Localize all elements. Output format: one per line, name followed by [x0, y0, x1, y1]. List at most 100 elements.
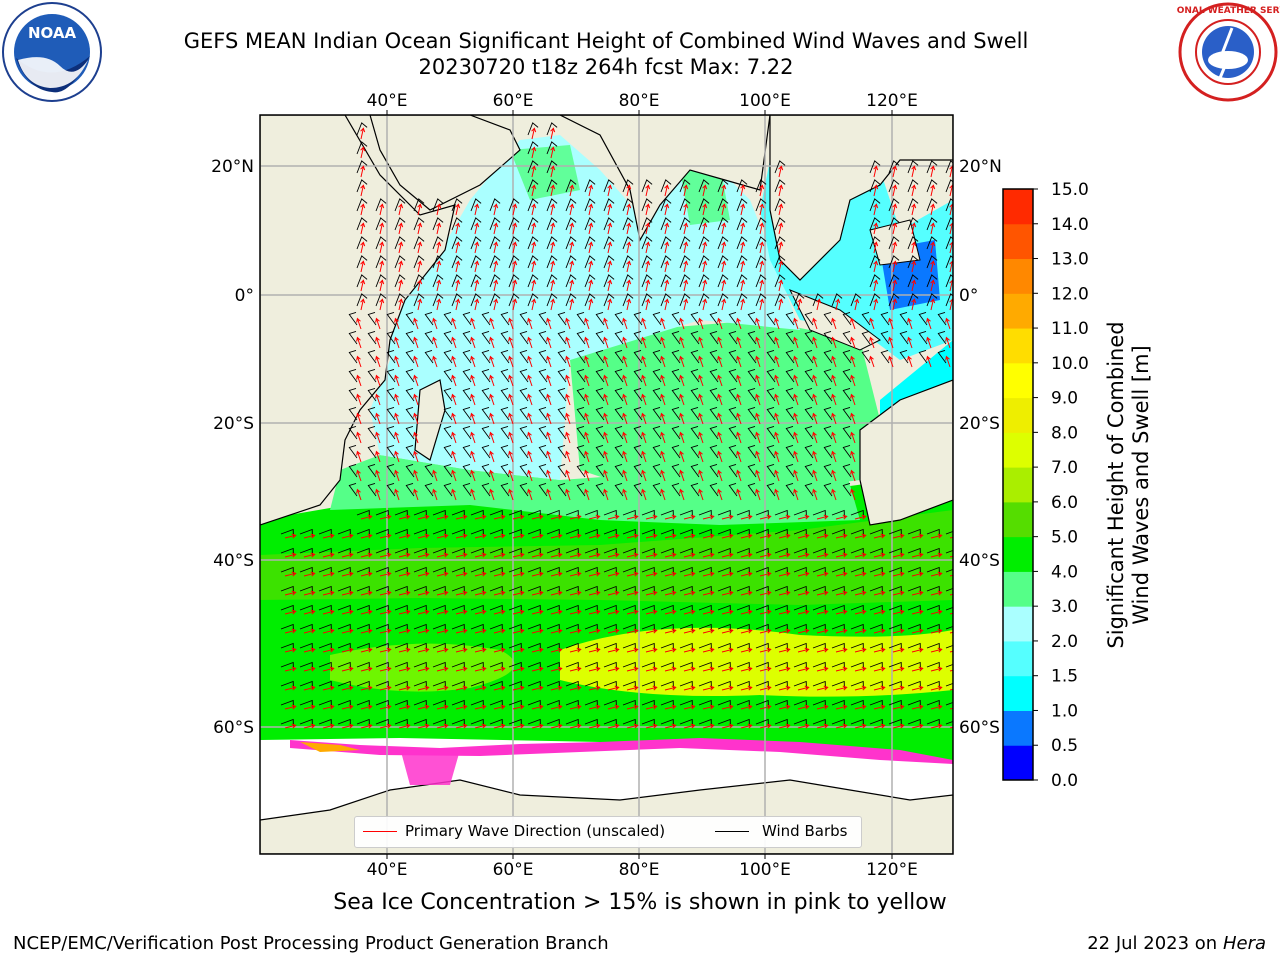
wave-direction-arrow [455, 552, 468, 558]
wave-direction-arrow [436, 279, 442, 292]
wave-direction-arrow [698, 336, 704, 349]
wind-barb [937, 330, 947, 345]
wind-barb [641, 217, 653, 231]
wave-direction-arrow [797, 628, 810, 634]
wind-barb [584, 198, 596, 212]
wave-direction-arrow [812, 450, 818, 463]
wave-direction-arrow [474, 571, 487, 577]
wave-direction-arrow [398, 685, 411, 691]
wave-direction-arrow [398, 628, 411, 634]
wave-direction-arrow [584, 374, 590, 387]
wave-direction-arrow [565, 355, 571, 368]
wave-direction-arrow [531, 279, 537, 292]
wind-barb [432, 236, 444, 250]
wave-direction-arrow [892, 533, 905, 539]
wave-direction-arrow [759, 647, 772, 653]
wind-barb [546, 236, 558, 250]
wave-direction-arrow [797, 647, 810, 653]
wave-direction-arrow [854, 647, 867, 653]
wave-direction-arrow [683, 723, 696, 729]
wind-barb [538, 425, 548, 440]
wind-barb [842, 482, 852, 497]
wave-direction-arrow [721, 704, 734, 710]
sumatra [788, 289, 881, 351]
wind-barb [481, 463, 491, 478]
wave-direction-arrow [641, 488, 647, 501]
wind-barb [804, 406, 814, 421]
wind-barb [698, 255, 710, 269]
wave-direction-arrow [755, 374, 761, 387]
wave-direction-arrow [356, 469, 362, 482]
wave-direction-arrow [417, 704, 430, 710]
wave-direction-arrow [588, 260, 594, 273]
wind-barb [527, 160, 539, 174]
colorbar-segment [1003, 293, 1033, 329]
wind-barb [641, 236, 653, 250]
wind-barb [375, 255, 387, 269]
wave-direction-arrow [284, 533, 297, 539]
wave-direction-arrow [645, 723, 658, 729]
wave-direction-arrow [569, 723, 582, 729]
wind-barb [652, 368, 662, 383]
wind-barb [557, 330, 567, 345]
wave-direction-arrow [930, 533, 943, 539]
wave-direction-arrow [702, 203, 708, 216]
wind-barb [785, 482, 795, 497]
wave-direction-arrow [702, 222, 708, 235]
wind-barb [584, 217, 596, 231]
wave-direction-arrow [508, 317, 514, 330]
wave-direction-arrow [322, 666, 335, 672]
wind-barb [500, 482, 510, 497]
wind-barb [470, 198, 482, 212]
wind-barb [736, 198, 748, 212]
wave-direction-arrow [660, 412, 666, 425]
wave-direction-arrow [721, 533, 734, 539]
lat-tick-left: 0° [235, 286, 254, 306]
wind-barb [671, 330, 681, 345]
wave-direction-arrow [550, 298, 556, 311]
wave-direction-arrow [379, 298, 385, 311]
lon-tick-bottom: 120°E [866, 860, 918, 880]
wave-direction-arrow [778, 184, 784, 197]
wave-direction-arrow [322, 704, 335, 710]
wave-direction-arrow [360, 146, 366, 159]
wave-direction-arrow [417, 260, 423, 273]
wave-direction-arrow [778, 552, 791, 558]
wind-barb [945, 549, 953, 554]
wave-direction-arrow [778, 647, 791, 653]
wind-barb [755, 217, 767, 231]
wind-barb [367, 444, 377, 459]
wave-direction-arrow [645, 590, 658, 596]
wave-direction-arrow [774, 488, 780, 501]
wave-direction-arrow [949, 688, 953, 691]
wave-direction-arrow [793, 488, 799, 501]
chart-subtitle-date: 20230720 t18z 264h fcst Max: 7.22 [418, 55, 794, 79]
wave-direction-arrow [873, 590, 886, 596]
wind-barb [614, 330, 624, 345]
wind-barb [937, 349, 947, 364]
wind-barb [774, 198, 786, 212]
wave-direction-arrow [474, 533, 487, 539]
wave-direction-arrow [379, 609, 392, 615]
footer-date-text: 22 Jul 2023 on [1087, 933, 1218, 954]
wave-direction-arrow [622, 393, 628, 406]
wave-direction-arrow [793, 393, 799, 406]
wind-barb [584, 255, 596, 269]
wind-barb [709, 406, 719, 421]
wind-barb [443, 425, 453, 440]
wave-direction-arrow [911, 298, 917, 311]
wave-direction-arrow [797, 685, 810, 691]
wind-barb [489, 274, 501, 288]
wave-direction-arrow [474, 609, 487, 615]
wind-barb [728, 330, 738, 345]
wave-direction-arrow [341, 647, 354, 653]
lon-tick-top: 40°E [367, 91, 408, 111]
wave-direction-arrow [493, 514, 506, 520]
wave-direction-arrow [417, 628, 430, 634]
wave-direction-arrow [892, 628, 905, 634]
wave-direction-arrow [721, 514, 734, 520]
wave-direction-arrow [759, 628, 772, 634]
wave-direction-arrow [911, 260, 917, 273]
wave-direction-arrow [736, 488, 742, 501]
wave-direction-arrow [930, 723, 943, 729]
